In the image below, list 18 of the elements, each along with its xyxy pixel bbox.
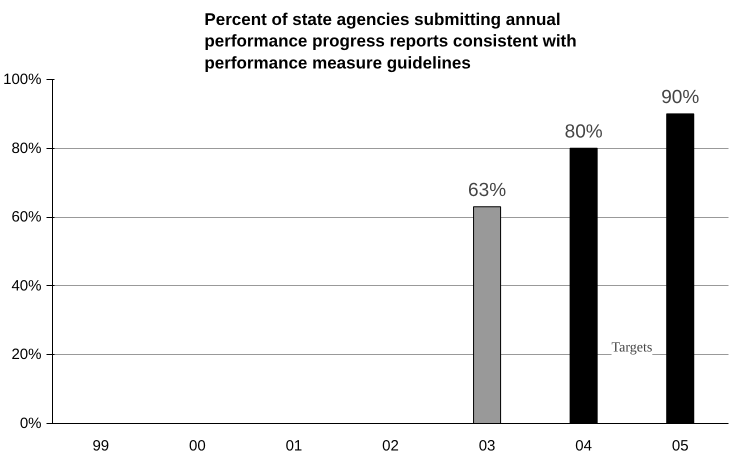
y-tick-label: 40%: [11, 277, 42, 294]
x-tick-label: 03: [478, 438, 496, 453]
y-tick-label: 60%: [11, 208, 42, 226]
y-tick-label: 100%: [3, 71, 42, 88]
data-label: 63%: [468, 180, 506, 201]
x-tick-label: 99: [92, 438, 110, 453]
y-tick-label: 0%: [20, 415, 42, 432]
x-tick-label: 04: [575, 438, 592, 453]
data-label: 80%: [564, 121, 603, 142]
x-tick-label: 05: [672, 438, 689, 453]
y-tick-label: 20%: [11, 346, 42, 364]
x-tick-label: 01: [286, 438, 302, 453]
annotation: Targets: [612, 340, 652, 356]
chart-title: Percent of state agencies submitting annual performance progress reports consistent with performance measure guidelines: [204, 10, 577, 72]
x-tick-label: 00: [189, 438, 206, 453]
y-tick-label: 80%: [11, 140, 42, 157]
x-tick-label: 02: [382, 438, 399, 453]
data-label: 90%: [661, 86, 700, 108]
